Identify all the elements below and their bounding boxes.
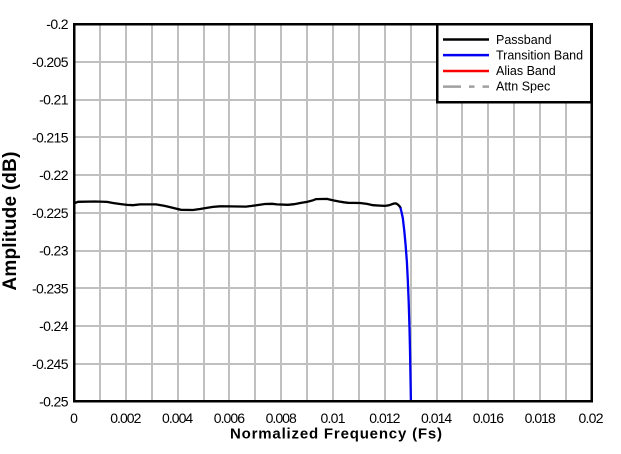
svg-text:-0.215: -0.215: [32, 129, 69, 145]
svg-text:Alias Band: Alias Band: [496, 64, 556, 78]
svg-text:Normalized Frequency (Fs): Normalized Frequency (Fs): [230, 425, 442, 442]
svg-text:-0.205: -0.205: [32, 54, 69, 70]
svg-text:-0.24: -0.24: [39, 318, 69, 334]
svg-text:0.008: 0.008: [266, 410, 297, 426]
svg-text:Passband: Passband: [496, 33, 552, 47]
svg-text:Attn Spec: Attn Spec: [496, 80, 550, 94]
svg-text:0.016: 0.016: [473, 410, 504, 426]
svg-text:-0.235: -0.235: [32, 280, 69, 296]
svg-text:0.018: 0.018: [525, 410, 556, 426]
svg-text:0: 0: [70, 410, 78, 426]
svg-text:-0.2: -0.2: [46, 16, 68, 32]
svg-text:-0.23: -0.23: [39, 243, 69, 259]
svg-text:-0.25: -0.25: [39, 394, 69, 410]
svg-text:0.004: 0.004: [162, 410, 193, 426]
svg-text:0.01: 0.01: [321, 410, 346, 426]
svg-text:-0.21: -0.21: [39, 92, 69, 108]
svg-text:Amplitude (dB): Amplitude (dB): [0, 152, 21, 291]
svg-text:0.002: 0.002: [110, 410, 141, 426]
svg-text:-0.245: -0.245: [32, 356, 69, 372]
svg-text:Transition Band: Transition Band: [496, 48, 583, 62]
svg-text:0.006: 0.006: [214, 410, 245, 426]
svg-text:0.012: 0.012: [369, 410, 400, 426]
svg-text:-0.225: -0.225: [32, 205, 69, 221]
svg-text:0.02: 0.02: [579, 410, 604, 426]
svg-text:-0.22: -0.22: [39, 167, 69, 183]
svg-text:0.014: 0.014: [421, 410, 452, 426]
